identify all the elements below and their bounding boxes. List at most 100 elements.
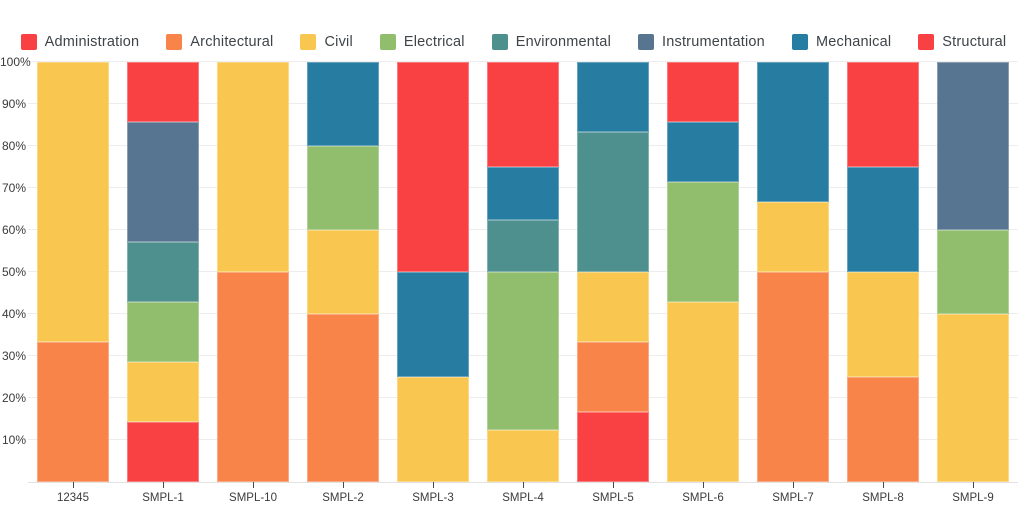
y-tick-label-50: 50% bbox=[1, 265, 26, 279]
y-tick-label-30: 30% bbox=[1, 349, 26, 363]
x-axis-cell-12345: 12345 bbox=[28, 482, 118, 504]
legend-label: Mechanical bbox=[815, 34, 892, 50]
y-tick-label-40: 40% bbox=[1, 307, 26, 321]
bar-slot-smpl-1 bbox=[118, 62, 208, 482]
bar-slot-12345 bbox=[28, 62, 118, 482]
x-tick-label-smpl-10: SMPL-10 bbox=[229, 492, 277, 504]
segment-structural-smpl-1[interactable] bbox=[127, 62, 199, 123]
segment-architectural-smpl-10[interactable] bbox=[217, 272, 289, 482]
y-tick-label-100: 100% bbox=[0, 55, 31, 69]
x-axis-cell-smpl-4: SMPL-4 bbox=[478, 482, 568, 504]
segment-structural-smpl-4[interactable] bbox=[487, 62, 559, 167]
x-tick bbox=[72, 482, 74, 488]
x-tick bbox=[882, 482, 884, 488]
x-tick bbox=[972, 482, 974, 488]
y-tick-label-70: 70% bbox=[1, 181, 26, 195]
bar-slot-smpl-8 bbox=[838, 62, 928, 482]
bar-slot-smpl-2 bbox=[298, 62, 388, 482]
legend-label: Electrical bbox=[403, 34, 465, 50]
legend-label: Structural bbox=[942, 34, 1007, 50]
segment-architectural-smpl-2[interactable] bbox=[307, 314, 379, 482]
legend-swatch-architectural bbox=[166, 34, 183, 50]
segment-civil-12345[interactable] bbox=[37, 62, 109, 343]
segment-civil-smpl-4[interactable] bbox=[487, 429, 559, 482]
x-tick bbox=[342, 482, 344, 488]
segment-civil-smpl-7[interactable] bbox=[757, 202, 829, 272]
segment-civil-smpl-9[interactable] bbox=[937, 314, 1009, 482]
x-tick-label-smpl-8: SMPL-8 bbox=[862, 492, 904, 504]
bar-slot-smpl-6 bbox=[658, 62, 748, 482]
x-tick-label-smpl-5: SMPL-5 bbox=[592, 492, 634, 504]
segment-civil-smpl-5[interactable] bbox=[577, 272, 649, 342]
bar-slot-smpl-10 bbox=[208, 62, 298, 482]
x-tick bbox=[612, 482, 614, 488]
bar-slot-smpl-3 bbox=[388, 62, 478, 482]
bar-smpl-9 bbox=[937, 62, 1009, 482]
x-tick bbox=[432, 482, 434, 488]
segment-mechanical-smpl-8[interactable] bbox=[847, 167, 919, 272]
legend-item-structural[interactable]: Structural bbox=[918, 34, 1006, 50]
segment-civil-smpl-8[interactable] bbox=[847, 272, 919, 377]
x-axis-cell-smpl-1: SMPL-1 bbox=[118, 482, 208, 504]
x-tick-label-smpl-1: SMPL-1 bbox=[142, 492, 184, 504]
legend-swatch-electrical bbox=[379, 34, 396, 50]
segment-mechanical-smpl-3[interactable] bbox=[397, 272, 469, 377]
y-tick-label-60: 60% bbox=[1, 223, 26, 237]
segment-structural-smpl-3[interactable] bbox=[397, 62, 469, 272]
legend-item-environmental[interactable]: Environmental bbox=[491, 34, 611, 50]
legend-label: Instrumentation bbox=[662, 34, 765, 50]
bar-smpl-6 bbox=[667, 62, 739, 482]
segment-architectural-smpl-5[interactable] bbox=[577, 342, 649, 412]
legend-label: Civil bbox=[324, 34, 353, 50]
segment-architectural-12345[interactable] bbox=[37, 342, 109, 482]
x-tick bbox=[162, 482, 164, 488]
legend-item-instrumentation[interactable]: Instrumentation bbox=[638, 34, 765, 50]
segment-instrumentation-smpl-1[interactable] bbox=[127, 122, 199, 242]
bar-slot-smpl-9 bbox=[928, 62, 1018, 482]
legend-item-electrical[interactable]: Electrical bbox=[379, 34, 465, 50]
segment-mechanical-smpl-4[interactable] bbox=[487, 167, 559, 220]
x-tick-label-smpl-9: SMPL-9 bbox=[952, 492, 994, 504]
segment-structural-smpl-6[interactable] bbox=[667, 62, 739, 123]
x-tick-label-smpl-4: SMPL-4 bbox=[502, 492, 544, 504]
x-tick bbox=[252, 482, 254, 488]
x-tick-label-smpl-2: SMPL-2 bbox=[322, 492, 364, 504]
segment-electrical-smpl-2[interactable] bbox=[307, 146, 379, 230]
segment-civil-smpl-1[interactable] bbox=[127, 362, 199, 422]
segment-instrumentation-smpl-9[interactable] bbox=[937, 62, 1009, 230]
y-tick-label-80: 80% bbox=[1, 139, 26, 153]
legend-item-architectural[interactable]: Architectural bbox=[166, 34, 273, 50]
x-axis-cell-smpl-6: SMPL-6 bbox=[658, 482, 748, 504]
segment-electrical-smpl-1[interactable] bbox=[127, 302, 199, 362]
segment-electrical-smpl-6[interactable] bbox=[667, 182, 739, 303]
segment-environmental-smpl-4[interactable] bbox=[487, 219, 559, 272]
segment-environmental-smpl-5[interactable] bbox=[577, 132, 649, 272]
bar-slot-smpl-7 bbox=[748, 62, 838, 482]
legend-swatch-environmental bbox=[491, 34, 508, 50]
segment-administration-smpl-1[interactable] bbox=[127, 422, 199, 482]
segment-mechanical-smpl-7[interactable] bbox=[757, 62, 829, 202]
segment-civil-smpl-2[interactable] bbox=[307, 230, 379, 314]
segment-civil-smpl-6[interactable] bbox=[667, 302, 739, 482]
segment-civil-smpl-10[interactable] bbox=[217, 62, 289, 272]
legend-item-civil[interactable]: Civil bbox=[300, 34, 353, 50]
segment-civil-smpl-3[interactable] bbox=[397, 377, 469, 482]
segment-architectural-smpl-7[interactable] bbox=[757, 272, 829, 482]
x-tick bbox=[792, 482, 794, 488]
segment-electrical-smpl-9[interactable] bbox=[937, 230, 1009, 314]
legend-item-administration[interactable]: Administration bbox=[20, 34, 140, 50]
x-axis-cell-smpl-5: SMPL-5 bbox=[568, 482, 658, 504]
legend-item-mechanical[interactable]: Mechanical bbox=[791, 34, 892, 50]
chart-legend: Administration Architectural Civil Electric… bbox=[0, 31, 1027, 53]
legend-label: Administration bbox=[44, 34, 140, 50]
segment-architectural-smpl-8[interactable] bbox=[847, 377, 919, 482]
segment-mechanical-smpl-6[interactable] bbox=[667, 122, 739, 183]
segment-mechanical-smpl-5[interactable] bbox=[577, 62, 649, 133]
x-tick bbox=[702, 482, 704, 488]
segment-structural-smpl-8[interactable] bbox=[847, 62, 919, 167]
segment-environmental-smpl-1[interactable] bbox=[127, 242, 199, 302]
segment-mechanical-smpl-2[interactable] bbox=[307, 62, 379, 146]
x-tick-label-smpl-7: SMPL-7 bbox=[772, 492, 814, 504]
segment-electrical-smpl-4[interactable] bbox=[487, 272, 559, 430]
segment-administration-smpl-5[interactable] bbox=[577, 412, 649, 482]
